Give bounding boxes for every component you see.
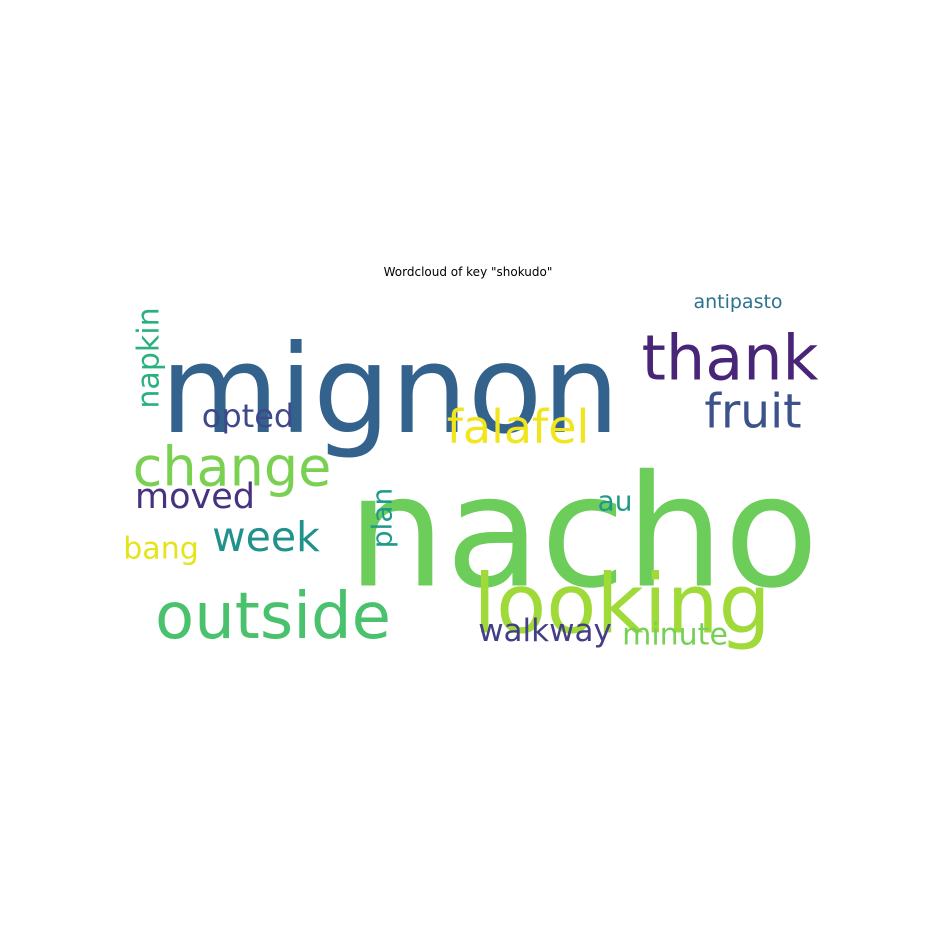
word-bang: bang	[123, 532, 198, 567]
word-au: au	[598, 485, 633, 518]
word-falafel: falafel	[447, 400, 590, 454]
word-antipasto: antipasto	[693, 291, 782, 313]
word-napkin: napkin	[132, 307, 167, 408]
word-outside: outside	[155, 580, 391, 654]
word-change: change	[133, 436, 332, 499]
word-fruit: fruit	[704, 385, 801, 440]
word-moved: moved	[135, 477, 255, 517]
word-week: week	[212, 513, 320, 561]
word-minute: minute	[622, 618, 728, 653]
word-mignon: mignon	[160, 319, 619, 461]
word-walkway: walkway	[478, 613, 612, 649]
word-plan: plan	[366, 488, 399, 548]
word-opted: opted	[202, 397, 294, 435]
word-thank: thank	[642, 322, 819, 395]
word-nacho: nacho	[347, 442, 819, 623]
word-looking: looking	[473, 558, 770, 653]
chart-title: Wordcloud of key "shokudo"	[383, 265, 553, 279]
